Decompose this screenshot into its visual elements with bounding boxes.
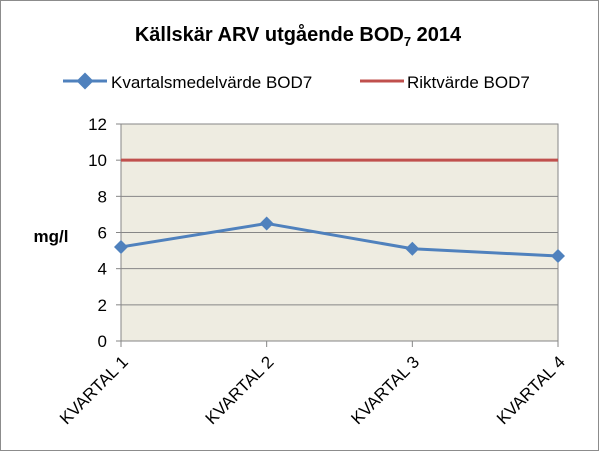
y-tick-label: 6 bbox=[98, 224, 107, 243]
series-0-point-3 bbox=[551, 249, 565, 264]
legend-label-0: Kvartalsmedelvärde BOD7 bbox=[111, 73, 312, 92]
y-tick-label: 2 bbox=[98, 296, 107, 315]
y-tick-label: 0 bbox=[98, 332, 107, 351]
x-axis-ticks: KVARTAL 1 KVARTAL 2 KVARTAL 3 KVARTAL 4 bbox=[56, 341, 569, 428]
chart-title-suffix: 2014 bbox=[411, 24, 462, 46]
y-axis-ticks: 0 2 4 6 8 10 12 bbox=[88, 115, 121, 351]
chart-title-subscript: 7 bbox=[404, 34, 411, 49]
chart-title-main: Källskär ARV utgående BOD bbox=[135, 23, 404, 46]
y-tick-label: 10 bbox=[88, 151, 107, 170]
y-axis-label: mg/l bbox=[34, 227, 69, 246]
chart-title: Källskär ARV utgående BOD7 2014 bbox=[135, 23, 462, 49]
series-0-point-2 bbox=[405, 241, 420, 256]
series-line-0 bbox=[120, 221, 559, 258]
legend-item-0: Kvartalsmedelvärde BOD7 bbox=[63, 72, 312, 92]
x-tick-label: KVARTAL 1 bbox=[56, 352, 132, 428]
x-tick-label: KVARTAL 3 bbox=[347, 352, 423, 428]
legend-item-1: Riktvärde BOD7 bbox=[360, 73, 530, 92]
series-group bbox=[114, 158, 565, 264]
x-tick-label: KVARTAL 2 bbox=[202, 352, 278, 428]
legend: Kvartalsmedelvärde BOD7 Riktvärde BOD7 bbox=[63, 72, 530, 92]
x-tick-label: KVARTAL 4 bbox=[493, 352, 569, 428]
y-tick-label: 4 bbox=[98, 260, 107, 279]
legend-label-1: Riktvärde BOD7 bbox=[407, 73, 530, 92]
y-tick-label: 8 bbox=[98, 187, 107, 206]
series-0-point-0 bbox=[114, 239, 128, 254]
legend-marker-0 bbox=[76, 72, 94, 90]
y-tick-label: 12 bbox=[88, 115, 107, 134]
series-0-point-1 bbox=[259, 216, 274, 231]
